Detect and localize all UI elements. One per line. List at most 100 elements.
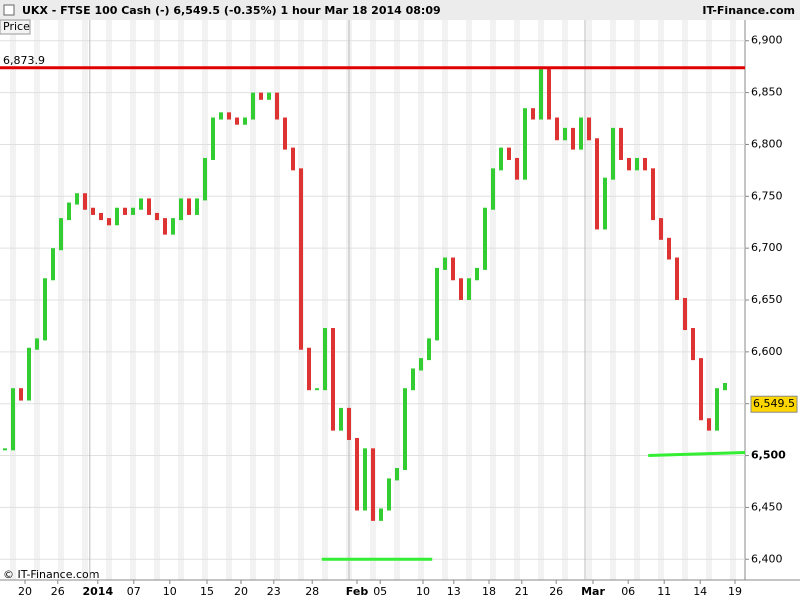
candle (75, 193, 79, 205)
candle (339, 407, 343, 431)
candle (379, 508, 383, 521)
x-tick-label: 07 (127, 585, 141, 598)
candle (11, 388, 15, 451)
x-tick-label: 10 (163, 585, 177, 598)
candle (107, 218, 111, 226)
candle (715, 388, 719, 431)
x-tick-label: 20 (18, 585, 32, 598)
candle (51, 248, 55, 281)
x-tick-label: 28 (305, 585, 319, 598)
y-tick-label: 6,450 (751, 500, 783, 513)
last-price-label: 6,549.5 (753, 397, 795, 410)
candle (539, 67, 543, 120)
candle (355, 437, 359, 511)
candle (571, 127, 575, 150)
candle (219, 112, 223, 120)
y-tick-label: 6,750 (751, 189, 783, 202)
last-price-box (750, 395, 798, 413)
y-tick-label: 6,400 (751, 552, 783, 565)
candle (115, 207, 119, 226)
candle (451, 257, 455, 281)
y-tick-label: 6,650 (751, 293, 783, 306)
candle (187, 198, 191, 215)
candle (459, 278, 463, 300)
candle (547, 67, 551, 120)
candle (507, 147, 511, 160)
x-tick-label: 21 (515, 585, 529, 598)
brand: IT-Finance.com (702, 4, 795, 17)
candle (499, 147, 503, 171)
x-tick-label: 26 (51, 585, 65, 598)
candle (619, 127, 623, 160)
candle (699, 358, 703, 421)
candle (211, 117, 215, 160)
y-tick-label: 6,850 (751, 86, 783, 99)
candle (435, 267, 439, 341)
x-tick-label: 26 (549, 585, 563, 598)
candle (531, 108, 535, 120)
support-line (648, 450, 746, 458)
candle (43, 278, 47, 341)
candle (603, 177, 607, 230)
candle (579, 117, 583, 150)
candle (411, 368, 415, 391)
candle (59, 218, 63, 251)
candle (515, 157, 519, 180)
x-tick-label: 06 (621, 585, 635, 598)
chart-title: UKX - FTSE 100 Cash (-) 6,549.5 (-0.35%)… (22, 4, 441, 17)
candle (675, 257, 679, 300)
candle (363, 448, 367, 511)
candle (387, 478, 391, 511)
candle (139, 198, 143, 210)
candle (723, 383, 727, 391)
candle (667, 237, 671, 260)
candle (195, 198, 199, 215)
candle (235, 117, 239, 125)
y-tick-label: 6,500 (751, 449, 786, 462)
candle (243, 117, 247, 125)
candle (163, 218, 167, 235)
candle (67, 202, 71, 221)
candle (299, 168, 303, 350)
x-tick-label: 18 (482, 585, 496, 598)
candle (227, 112, 231, 120)
candle (683, 297, 687, 331)
candle (259, 92, 263, 100)
candle (155, 212, 159, 221)
x-tick-label: 19 (728, 585, 742, 598)
y-tick-label: 6,900 (751, 34, 783, 47)
x-tick-label: 2014 (82, 585, 113, 598)
candle (587, 117, 591, 141)
candle (171, 218, 175, 235)
candle (267, 92, 271, 100)
candle (291, 147, 295, 171)
x-tick-label: 05 (373, 585, 387, 598)
title-bar (0, 0, 800, 20)
candle (19, 388, 23, 401)
candle (491, 168, 495, 210)
window-icon (3, 4, 15, 16)
candle (35, 338, 39, 350)
candle (707, 418, 711, 431)
candle (307, 347, 311, 391)
candle (443, 257, 447, 270)
candle (659, 218, 663, 240)
y-tick-label: 6,600 (751, 345, 783, 358)
candle (419, 358, 423, 371)
candle (275, 92, 279, 120)
x-tick-label: 14 (693, 585, 707, 598)
x-tick-label: 20 (234, 585, 248, 598)
candle (483, 207, 487, 270)
resistance-label: 6,873.9 (3, 54, 45, 67)
panel-label: Price (3, 20, 30, 33)
x-tick-label: 10 (416, 585, 430, 598)
y-tick-label: 6,800 (751, 137, 783, 150)
candle (147, 198, 151, 215)
copyright: © IT-Finance.com (3, 568, 100, 581)
candle (523, 108, 527, 180)
candle (563, 127, 567, 141)
candle (555, 117, 559, 141)
candle (347, 407, 351, 440)
